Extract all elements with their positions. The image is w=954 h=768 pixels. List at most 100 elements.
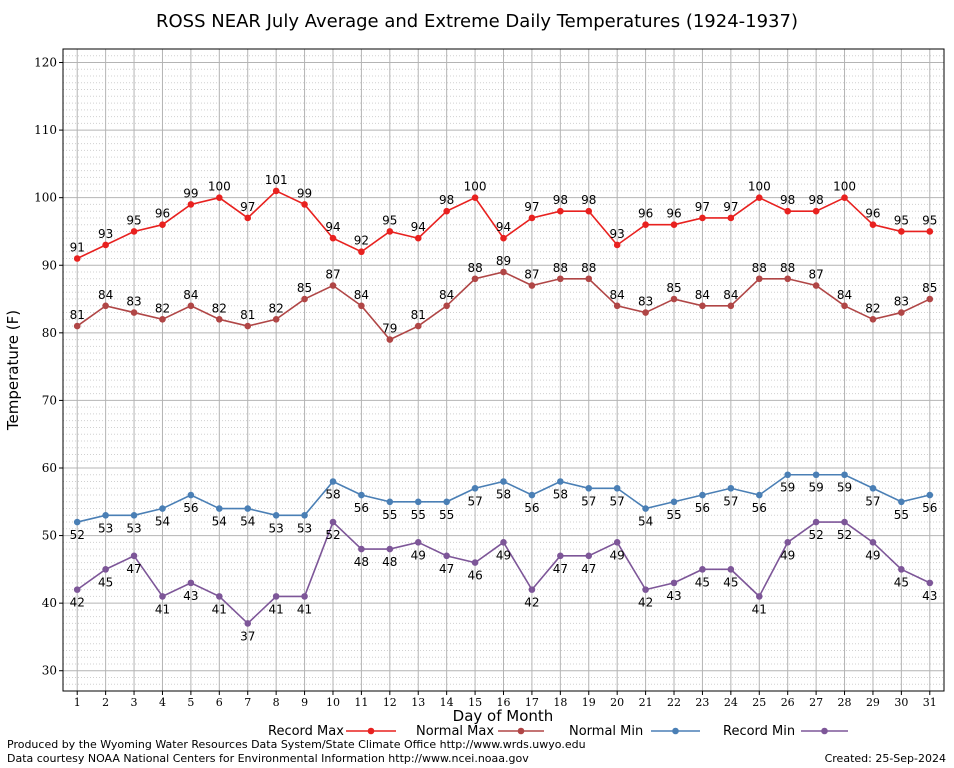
normal-max-point [102, 302, 109, 310]
normal-max-data-label: 84 [695, 288, 710, 302]
x-tick-label: 11 [354, 696, 368, 709]
record-max-data-label: 97 [695, 200, 710, 214]
normal-max-point [500, 268, 507, 276]
normal-max-data-label: 83 [126, 295, 141, 309]
normal-min-point [102, 511, 109, 519]
normal-min-point [727, 484, 735, 492]
record-max-point [585, 207, 593, 215]
normal-min-point [159, 505, 166, 512]
normal-max-data-label: 88 [752, 261, 767, 275]
record-min-point [244, 620, 252, 627]
legend-item-record-max: Record Max [268, 724, 396, 739]
record-min-data-label: 42 [638, 596, 653, 610]
y-tick-label: 110 [34, 123, 57, 137]
x-tick-label: 19 [582, 696, 596, 709]
record-min-data-label: 49 [496, 548, 511, 562]
record-min-point [187, 579, 195, 587]
legend-marker [367, 727, 375, 735]
normal-min-point [187, 491, 195, 499]
record-max-point [159, 221, 166, 229]
x-tick-label: 9 [301, 696, 308, 709]
normal-min-point [613, 484, 621, 492]
normal-max-data-label: 84 [183, 288, 198, 302]
normal-max-data-label: 87 [808, 268, 823, 282]
normal-max-data-label: 83 [638, 295, 653, 309]
record-max-point [841, 194, 848, 201]
record-max-data-label: 98 [780, 193, 795, 207]
y-axis: 30 40 50 60 70 80 90 100 110 120 [34, 56, 63, 678]
y-tick-label: 30 [42, 664, 57, 678]
record-max-data-label: 100 [833, 180, 856, 194]
x-tick-label: 24 [724, 696, 738, 709]
record-max-point [244, 214, 252, 222]
normal-min-data-label: 56 [922, 501, 937, 515]
record-max-data-label: 95 [922, 213, 937, 227]
normal-min-data-label: 56 [524, 501, 539, 515]
normal-min-data-label: 58 [553, 488, 568, 502]
record-min-data-label: 52 [808, 528, 823, 542]
normal-max-data-label: 88 [467, 261, 482, 275]
normal-min-point [329, 478, 337, 485]
x-tick-label: 20 [610, 696, 624, 709]
record-max-point [926, 228, 934, 235]
record-max-data-label: 96 [865, 207, 880, 221]
record-max-data-label: 93 [610, 227, 625, 241]
footer-created: Created: 25-Sep-2024 [824, 752, 946, 765]
normal-max-data-label: 82 [155, 301, 170, 315]
normal-max-data-label: 84 [354, 288, 369, 302]
record-max-data-label: 100 [208, 180, 231, 194]
normal-min-data-label: 55 [411, 508, 426, 522]
series-normal-max: 81 84 83 82 84 82 81 82 85 87 84 79 81 84 88 89 87 88 88 84… [70, 254, 937, 343]
normal-min-point [471, 484, 479, 492]
record-min-data-label: 52 [837, 528, 852, 542]
normal-max-data-label: 79 [382, 322, 397, 336]
record-min-point [642, 586, 649, 593]
normal-min-data-label: 57 [581, 494, 596, 508]
normal-min-data-label: 53 [269, 521, 284, 535]
normal-max-point [528, 282, 536, 289]
series-record-min: 42 45 47 41 43 41 37 41 41 52 48 48 49 47 46 49 42 47 47 49… [70, 518, 937, 643]
x-tick-label: 26 [781, 696, 795, 709]
record-max-point [755, 194, 763, 201]
y-tick-label: 90 [42, 258, 57, 272]
normal-max-data-label: 82 [269, 301, 284, 315]
normal-min-data-label: 57 [723, 494, 738, 508]
legend: Record Max Normal Max Normal Min Record Min [268, 724, 848, 739]
x-tick-label: 30 [894, 696, 908, 709]
record-min-point [102, 566, 109, 573]
normal-min-point [812, 471, 820, 479]
record-min-point [869, 539, 877, 546]
record-max-point [500, 234, 507, 242]
y-tick-label: 80 [42, 326, 57, 340]
normal-min-point [699, 491, 706, 499]
record-min-data-label: 41 [212, 602, 227, 616]
x-tick-label: 3 [131, 696, 138, 709]
normal-max-data-label: 85 [666, 281, 681, 295]
legend-label: Normal Max [416, 724, 494, 739]
normal-min-point [755, 491, 763, 499]
record-max-point [216, 194, 223, 201]
x-tick-label: 16 [497, 696, 511, 709]
normal-min-point [585, 484, 593, 492]
record-max-data-label: 94 [496, 220, 511, 234]
record-max-data-label: 98 [553, 193, 568, 207]
record-min-data-label: 43 [666, 589, 681, 603]
normal-min-point [301, 511, 308, 519]
y-tick-label: 100 [34, 191, 57, 205]
record-min-point [329, 518, 337, 526]
record-max-data-label: 93 [98, 227, 113, 241]
normal-min-point [73, 518, 81, 526]
record-max-data-label: 98 [808, 193, 823, 207]
record-max-data-label: 95 [894, 213, 909, 227]
normal-max-point [727, 302, 735, 310]
normal-min-data-label: 53 [98, 521, 113, 535]
record-max-data-label: 99 [183, 186, 198, 200]
record-max-point [727, 214, 735, 222]
record-min-data-label: 52 [325, 528, 340, 542]
normal-min-point [358, 491, 365, 499]
legend-item-record-min: Record Min [723, 724, 848, 739]
record-max-point [613, 241, 621, 249]
record-max-data-label: 97 [524, 200, 539, 214]
normal-max-data-label: 85 [922, 281, 937, 295]
